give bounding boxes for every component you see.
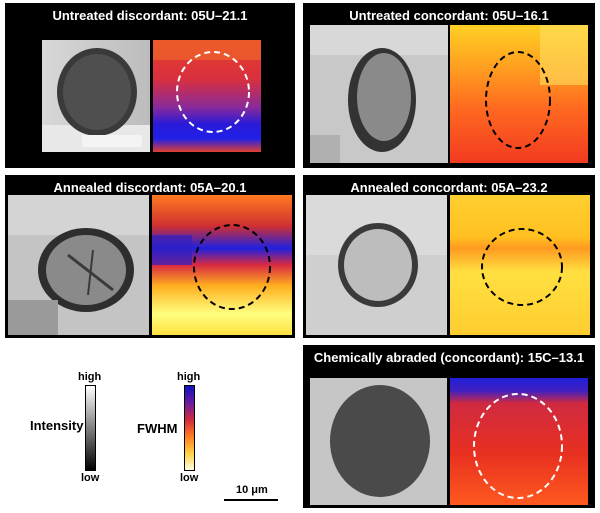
fwhm-low-label: low (180, 472, 199, 484)
panel-title: Untreated concordant: 05U–16.1 (349, 8, 549, 23)
region-outline (193, 224, 271, 310)
intensity-legend-label: Intensity (30, 418, 84, 433)
fwhm-map (153, 40, 261, 152)
panel-title: Chemically abraded (concordant): 15C–13.… (313, 350, 585, 365)
panel-title: Untreated discordant: 05U–21.1 (52, 8, 248, 23)
region-outline (485, 51, 551, 149)
region-outline (473, 393, 563, 499)
region-outline (176, 51, 250, 133)
panel-chemically-abraded: Chemically abraded (concordant): 15C–13.… (303, 345, 595, 508)
panel-annealed-concordant: Annealed concordant: 05A–23.2 (303, 175, 595, 338)
intensity-map (306, 195, 447, 335)
intensity-map (8, 195, 149, 335)
intensity-map (310, 378, 447, 505)
fwhm-map (450, 25, 588, 163)
fwhm-high-label: high (177, 371, 201, 383)
fwhm-map (450, 378, 588, 505)
intensity-low-label: low (81, 472, 100, 484)
region-outline (481, 228, 563, 306)
intensity-map (42, 40, 150, 152)
panel-untreated-concordant: Untreated concordant: 05U–16.1 (303, 3, 595, 168)
fwhm-map (450, 195, 590, 335)
panel-title: Annealed discordant: 05A–20.1 (53, 180, 247, 195)
scale-bar-label: 10 μm (236, 484, 268, 496)
fwhm-colorbar (184, 385, 195, 471)
intensity-colorbar (85, 385, 96, 471)
panel-untreated-discordant: Untreated discordant: 05U–21.1 (5, 3, 295, 168)
panel-annealed-discordant: Annealed discordant: 05A–20.1 (5, 175, 295, 338)
scale-bar (224, 499, 278, 501)
intensity-map (310, 25, 448, 163)
fwhm-legend-label: FWHM (137, 421, 178, 436)
panel-title: Annealed concordant: 05A–23.2 (350, 180, 548, 195)
fwhm-map (152, 195, 292, 335)
intensity-high-label: high (78, 371, 102, 383)
